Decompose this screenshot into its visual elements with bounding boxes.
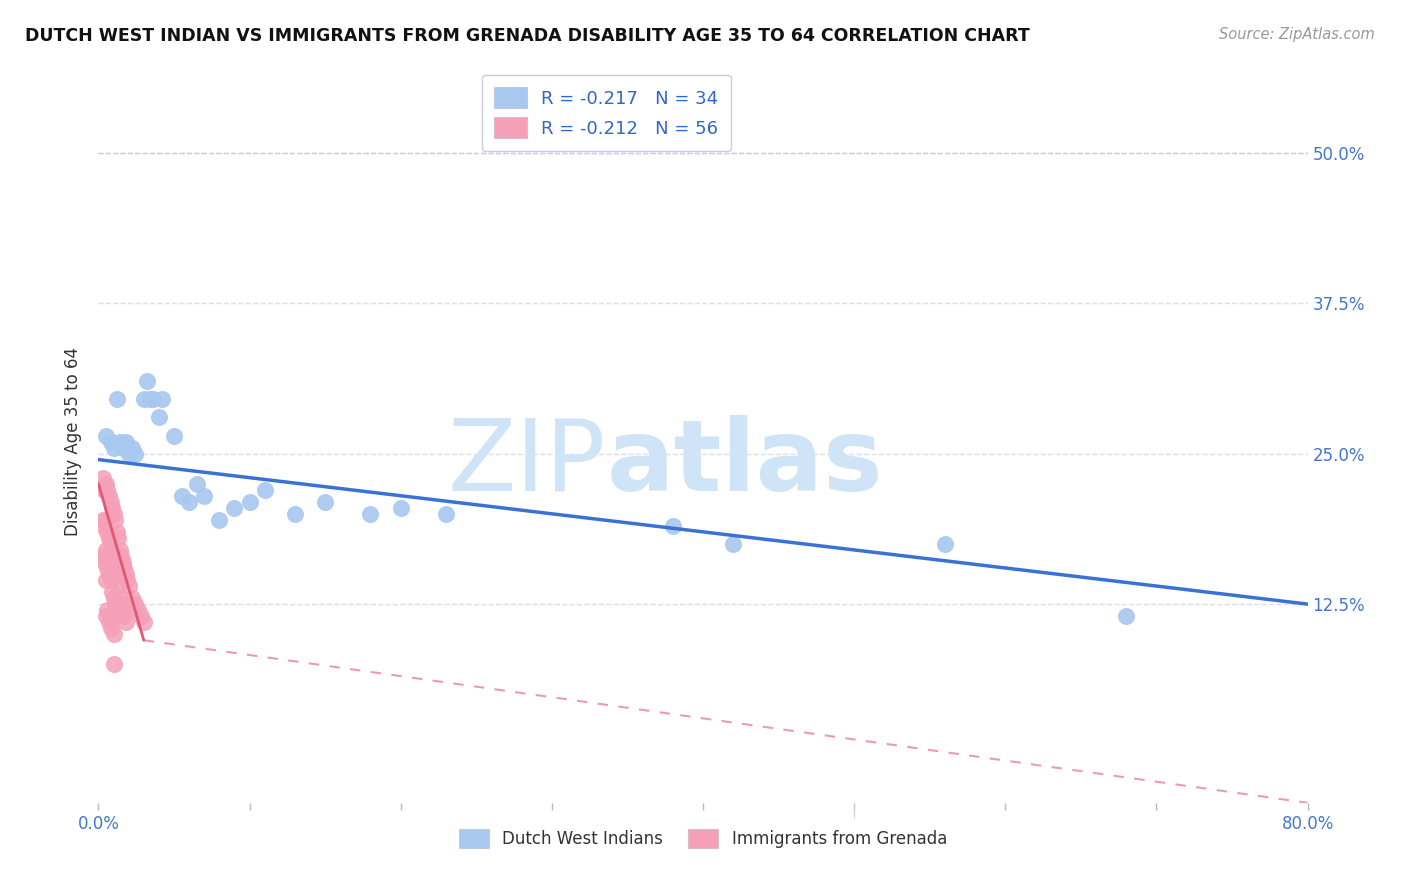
Point: [101, 500, 124, 515]
Point: [170, 489, 193, 503]
Point: [124, 597, 146, 611]
Point: [253, 483, 276, 497]
Point: [127, 603, 149, 617]
Point: [91, 471, 114, 485]
Point: [148, 410, 170, 425]
Point: [186, 476, 208, 491]
Point: [132, 615, 155, 630]
Point: [104, 555, 127, 569]
Point: [193, 489, 215, 503]
Point: [94, 609, 117, 624]
Y-axis label: Disability Age 35 to 64: Disability Age 35 to 64: [65, 347, 83, 536]
Point: [93, 555, 115, 569]
Point: [208, 513, 231, 527]
Point: [129, 609, 152, 624]
Point: [100, 494, 122, 508]
Point: [108, 434, 131, 449]
Point: [105, 392, 128, 407]
Point: [103, 591, 125, 606]
Text: ZIP: ZIP: [449, 415, 606, 512]
Point: [179, 494, 201, 508]
Point: [105, 567, 128, 582]
Point: [110, 549, 132, 563]
Point: [103, 549, 125, 563]
Point: [142, 392, 165, 407]
Point: [98, 567, 121, 582]
Point: [389, 500, 412, 515]
Point: [239, 494, 262, 508]
Point: [107, 579, 129, 593]
Point: [163, 428, 186, 442]
Point: [118, 579, 141, 593]
Point: [91, 513, 114, 527]
Text: atlas: atlas: [606, 415, 883, 512]
Point: [139, 392, 162, 407]
Point: [103, 441, 125, 455]
Point: [105, 609, 128, 624]
Point: [94, 476, 117, 491]
Point: [114, 615, 136, 630]
Point: [118, 446, 141, 460]
Point: [100, 537, 122, 551]
Point: [96, 524, 118, 539]
Point: [111, 441, 134, 455]
Point: [111, 555, 134, 569]
Text: Source: ZipAtlas.com: Source: ZipAtlas.com: [1219, 27, 1375, 42]
Point: [100, 434, 122, 449]
Point: [93, 519, 115, 533]
Legend: Dutch West Indians, Immigrants from Grenada: Dutch West Indians, Immigrants from Gren…: [447, 817, 959, 860]
Point: [360, 507, 382, 521]
Point: [104, 513, 127, 527]
Point: [934, 537, 956, 551]
Point: [135, 375, 157, 389]
Point: [115, 573, 138, 587]
Point: [94, 573, 117, 587]
Point: [96, 603, 118, 617]
Point: [100, 621, 122, 635]
Point: [108, 591, 131, 606]
Point: [96, 483, 118, 497]
Point: [1115, 609, 1137, 624]
Point: [98, 615, 121, 630]
Point: [98, 531, 121, 545]
Point: [150, 392, 173, 407]
Point: [101, 542, 124, 557]
Point: [723, 537, 745, 551]
Point: [108, 542, 131, 557]
Point: [661, 519, 683, 533]
Point: [434, 507, 457, 521]
Point: [101, 585, 124, 599]
Text: DUTCH WEST INDIAN VS IMMIGRANTS FROM GRENADA DISABILITY AGE 35 TO 64 CORRELATION: DUTCH WEST INDIAN VS IMMIGRANTS FROM GRE…: [25, 27, 1031, 45]
Point: [111, 603, 134, 617]
Point: [93, 483, 115, 497]
Point: [103, 507, 125, 521]
Point: [124, 446, 146, 460]
Point: [104, 597, 127, 611]
Point: [224, 500, 246, 515]
Point: [94, 428, 117, 442]
Point: [100, 573, 122, 587]
Point: [96, 561, 118, 575]
Point: [112, 561, 135, 575]
Point: [114, 434, 136, 449]
Point: [314, 494, 336, 508]
Point: [105, 524, 128, 539]
Point: [132, 392, 155, 407]
Point: [98, 489, 121, 503]
Point: [114, 567, 136, 582]
Point: [103, 627, 125, 641]
Point: [91, 549, 114, 563]
Point: [112, 609, 135, 624]
Point: [284, 507, 307, 521]
Point: [94, 542, 117, 557]
Point: [107, 531, 129, 545]
Point: [121, 441, 143, 455]
Point: [94, 513, 117, 527]
Point: [110, 597, 132, 611]
Point: [103, 657, 125, 672]
Point: [121, 591, 143, 606]
